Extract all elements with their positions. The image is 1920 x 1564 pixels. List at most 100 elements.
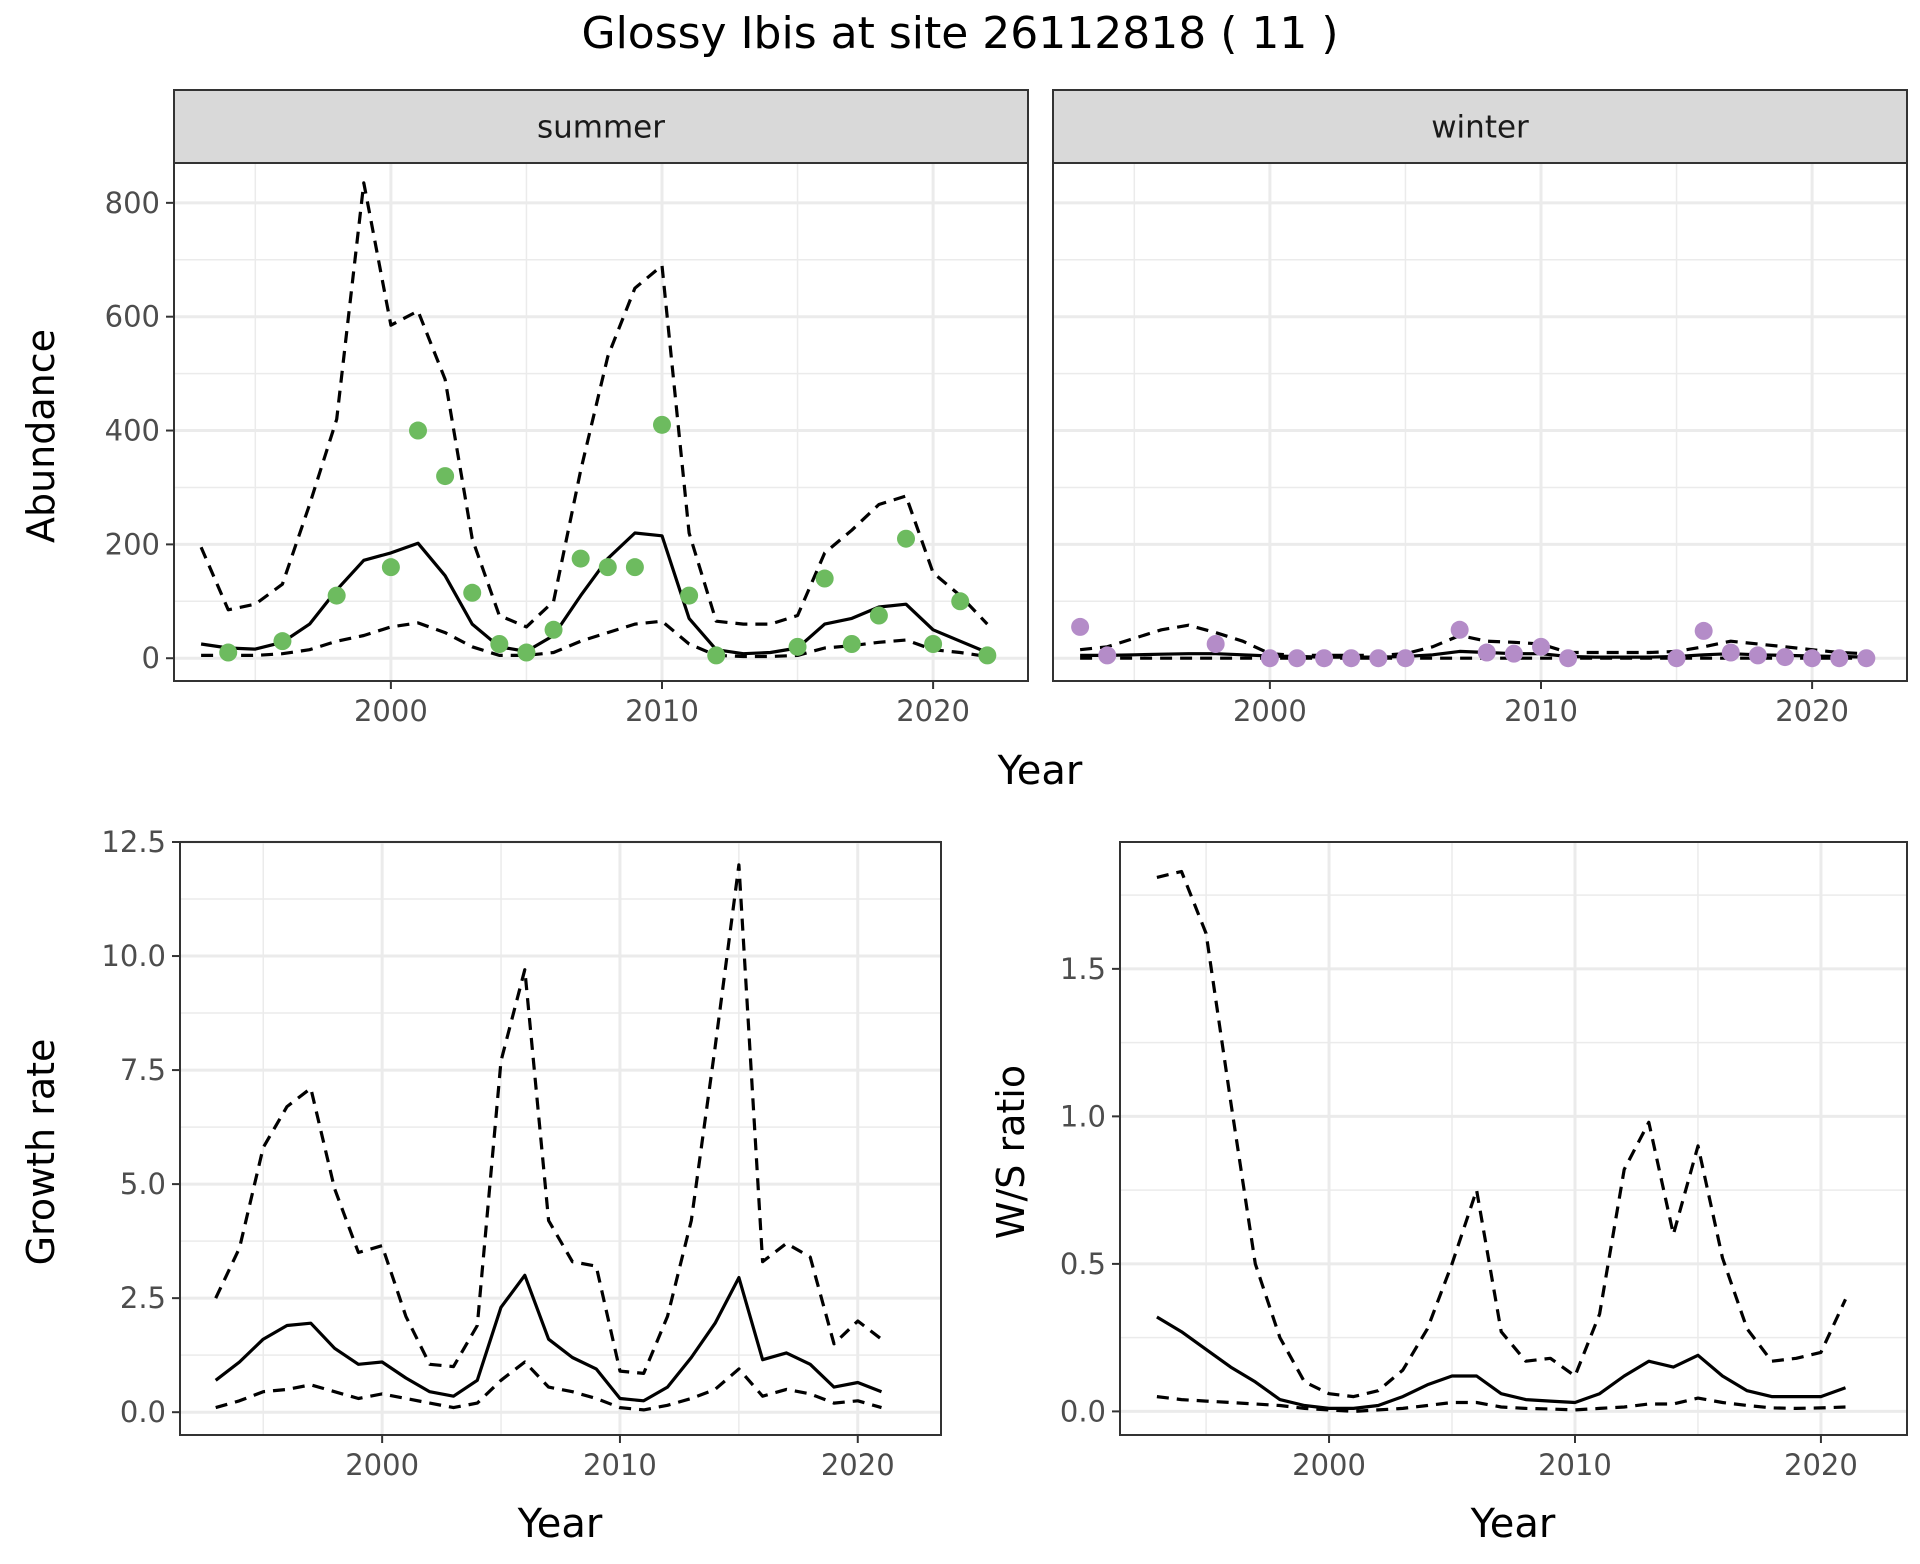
series-line-lower [215,1360,882,1412]
x-tick-label: 2000 [345,1448,419,1482]
data-point [436,467,455,486]
y-tick-label: 0.0 [120,1395,166,1429]
y-axis-label: Growth rate [19,1039,63,1266]
panel-growth: 2000 2010 2020 0.0 2.5 5.0 7.5 10.0 12.5 Growth r… [19,825,942,1547]
facet-strip [173,89,1029,164]
x-tick-label: 2020 [1784,1448,1858,1482]
series-line-upper [199,181,989,629]
data-point [897,529,915,548]
data-point [1369,649,1388,668]
y-tick-label: 7.5 [120,1053,166,1087]
x-axis-label: Year [517,1501,603,1547]
data-point [1098,646,1117,665]
data-point [571,549,590,568]
panel-border [1119,841,1908,1436]
data-point [707,646,726,665]
data-point [1721,643,1740,662]
series-line-upper [214,863,883,1375]
data-point [1776,648,1794,667]
y-tick-label: 12.5 [101,825,166,859]
data-point [598,558,617,577]
x-tick-label: 2000 [354,694,428,728]
data-point [869,606,888,625]
data-point [1206,635,1225,653]
y-tick-label: 5.0 [120,1167,166,1201]
panel-summer: summer 2000 2010 2020 0 200 400 600 800 Abundance [19,89,1029,728]
x-tick-label: 2000 [1292,1448,1366,1482]
data-point [625,558,644,577]
y-tick-label: 0.5 [1060,1247,1106,1281]
series-line-median [1156,1315,1847,1410]
data-point [815,569,834,588]
data-point [1315,649,1334,668]
panel-ratio: 2000 2010 2020 0.0 0.5 1.0 1.5 W/S ratio Year [989,841,1908,1547]
facet-strip-label: summer [537,110,665,146]
panel-border [1052,162,1908,682]
panel-winter: winter 2000 2010 2020 [1052,89,1908,728]
data-point [1559,649,1578,668]
x-tick-label: 2010 [1504,694,1578,728]
data-point [273,632,292,651]
series-line-lower [1156,1395,1846,1413]
data-point [1477,643,1496,662]
data-point [327,586,346,605]
data-point [1504,644,1523,663]
data-point [842,635,861,653]
data-point [1071,617,1090,636]
y-tick-label: 2.5 [120,1281,166,1315]
data-point [1803,649,1822,668]
data-point [219,643,238,662]
data-point [951,592,970,611]
data-point [1450,620,1469,639]
data-point [788,637,807,656]
y-tick-label: 200 [105,527,160,561]
data-point [680,586,699,605]
x-tick-label: 2020 [821,1448,895,1482]
data-point [653,415,671,434]
y-tick-label: 800 [105,186,160,220]
x-tick-label: 2010 [1538,1448,1612,1482]
series-line-upper [1079,623,1867,657]
y-tick-label: 400 [105,414,160,448]
data-point [924,635,943,653]
y-tick-label: 1.0 [1060,1099,1106,1133]
data-point [1857,649,1876,668]
data-point [1667,649,1686,668]
data-point [490,635,509,653]
data-point [978,646,997,665]
series-line-lower [201,619,988,659]
facet-strip [1052,89,1908,164]
facet-strip-label: winter [1431,110,1529,146]
data-point [463,583,482,602]
data-point [409,421,427,440]
y-tick-label: 600 [105,300,160,334]
y-tick-label: 0 [142,641,160,675]
x-tick-label: 2010 [625,694,699,728]
x-axis-label: Year [1470,1501,1556,1547]
data-point [517,643,536,662]
series-line-median [1080,649,1867,659]
y-tick-label: 1.5 [1060,952,1106,986]
data-point [381,558,400,577]
y-tick-label: 0.0 [1060,1394,1106,1428]
x-axis-label: Year [997,748,1083,794]
x-tick-label: 2010 [583,1448,657,1482]
chart-title: Glossy Ibis at site 26112818 ( 11 ) [581,8,1338,59]
x-tick-label: 2000 [1233,694,1307,728]
data-point [1532,637,1550,656]
series-line-upper [1156,869,1847,1399]
data-point [1288,649,1306,668]
y-tick-label: 10.0 [101,939,166,973]
data-point [1694,621,1713,640]
data-point [1396,649,1415,668]
y-axis-label: W/S ratio [989,1065,1033,1239]
data-point [1748,646,1767,665]
data-point [1830,649,1849,668]
data-point [1342,649,1361,668]
x-tick-label: 2020 [896,694,970,728]
data-point [544,620,563,639]
panel-border [179,841,942,1436]
data-point [1260,649,1279,668]
